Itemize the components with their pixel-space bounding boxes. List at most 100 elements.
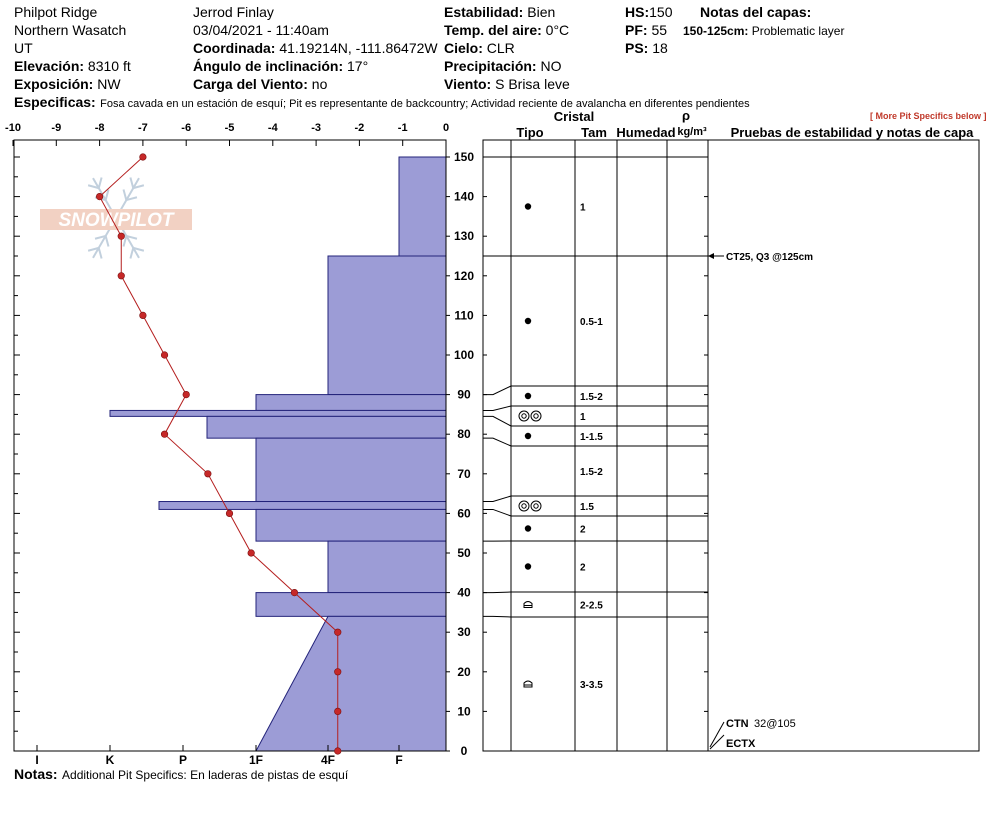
cristal-header: Cristal <box>554 109 594 124</box>
tam-header: Tam <box>581 125 607 140</box>
hardness-tick-label: P <box>179 753 187 767</box>
snowflake-branch <box>126 234 138 240</box>
coordinates: Coordinada: 41.19214N, -111.86472W <box>193 40 438 56</box>
layer-connector <box>483 437 512 447</box>
exposure-label: Exposición: <box>14 76 94 92</box>
height-tick-label: 140 <box>454 190 474 204</box>
temperature-tick-label: -6 <box>181 122 191 134</box>
coord-value: 41.19214N, -111.86472W <box>279 40 438 56</box>
temperature-tick-label: -2 <box>355 122 365 134</box>
layer-connector <box>483 385 512 396</box>
hardness-bar <box>255 437 447 503</box>
more-specifics-link[interactable]: [ More Pit Specifics below ] <box>870 111 987 121</box>
temperature-point <box>182 391 190 399</box>
exposure-value: NW <box>97 76 121 92</box>
wind-loading: Carga del Viento: no <box>193 76 327 92</box>
temperature-point <box>247 549 255 557</box>
air-temperature: Temp. del aire: 0°C <box>444 22 569 38</box>
elevation: Elevación: 8310 ft <box>14 58 131 74</box>
stability-value: Bien <box>527 4 556 20</box>
hardness-tick-label: F <box>395 753 402 767</box>
precip-value: NO <box>540 58 562 74</box>
snowflake-branch <box>132 246 145 252</box>
layer-connector <box>483 495 512 503</box>
coord-label: Coordinada: <box>193 40 276 56</box>
height-tick-label: 40 <box>457 586 471 600</box>
grain-size-label: 1-1.5 <box>580 432 603 443</box>
ps-label: PS: <box>625 40 649 56</box>
hardness-bar <box>109 409 447 417</box>
notes: Notas: Additional Pit Specifics: En lade… <box>14 766 348 784</box>
temperature-point <box>139 153 147 161</box>
air-temp-label: Temp. del aire: <box>444 22 542 38</box>
layer-connector <box>483 405 512 411</box>
wind-label: Viento: <box>444 76 492 92</box>
snowflake-branch <box>122 235 128 247</box>
hardness-bar <box>255 394 447 411</box>
grain-melt-inner <box>521 503 527 509</box>
hardness-bar <box>255 615 447 752</box>
elevation-value: 8310 ft <box>87 58 131 74</box>
precipitation: Precipitación: NO <box>444 58 561 74</box>
precip-label: Precipitación: <box>444 58 537 74</box>
temperature-point <box>334 628 342 636</box>
snowflake-branch <box>94 234 106 240</box>
pf-value: 55 <box>651 22 668 38</box>
logo-text: SNOWPILOT <box>58 210 174 231</box>
ski-penetration: PS: 18 <box>625 40 668 56</box>
grain-rounded-icon <box>524 563 532 570</box>
snowpilot-logo: SNOWPILOT <box>40 177 192 259</box>
temperature-point <box>334 747 342 755</box>
grain-size-label: 1 <box>580 412 586 423</box>
height-tick-label: 30 <box>457 625 471 639</box>
notes-text: Additional Pit Specifics: En laderas de … <box>62 768 349 782</box>
height-tick-label: 110 <box>454 308 474 322</box>
stability-label: Estabilidad: <box>444 4 524 20</box>
test-arrow-line <box>709 734 725 750</box>
grain-size-label: 2 <box>580 563 586 574</box>
hardness-temperature-panel: -10 -9 -8 -7 -6 -5 -4 -3 -2 -1 0I K P 1F 4F F0102030405… <box>5 122 474 767</box>
snowflake-branch <box>104 189 110 201</box>
grain-size-label: 0.5-1 <box>580 317 603 328</box>
snowflake-branch <box>129 177 135 189</box>
temperature-point <box>139 311 147 320</box>
hardness-bar <box>158 501 447 510</box>
observation-datetime: 03/04/2021 - 11:40am <box>193 22 329 38</box>
specifics-label: Especificas: <box>14 94 96 110</box>
height-tick-label: 0 <box>461 744 468 758</box>
temperature-tick-label: -10 <box>5 122 21 134</box>
sky-label: Cielo: <box>444 40 483 56</box>
layer-notes-title: Notas del capas: <box>700 4 812 20</box>
foot-penetration: PF: 55 <box>625 22 667 38</box>
temperature-point <box>334 668 342 676</box>
test-arrow-line <box>709 721 725 748</box>
grain-rounded-icon <box>524 525 532 532</box>
temperature-tick-label: -5 <box>225 122 235 134</box>
grain-facet-icon <box>523 601 533 608</box>
tipo-header: Tipo <box>516 125 543 140</box>
wind-load-value: no <box>311 76 328 92</box>
grain-rounded-icon <box>524 432 532 440</box>
temperature-tick-label: 0 <box>443 122 449 134</box>
hardness-bar <box>206 415 447 439</box>
air-temp-value: 0°C <box>545 22 570 38</box>
hardness-bar <box>327 540 447 594</box>
height-tick-label: 100 <box>454 348 474 362</box>
grain-size-label: 1 <box>580 203 586 214</box>
location-name: Philpot Ridge <box>14 4 98 20</box>
hardness-bar <box>327 255 447 396</box>
stability: Estabilidad: Bien <box>444 4 555 20</box>
temperature-tick-label: -4 <box>268 122 279 134</box>
stability-test-text: 32@105 <box>754 718 796 730</box>
specifics: Especificas: Fosa cavada en un estación … <box>14 94 750 112</box>
sky-value: CLR <box>486 40 515 56</box>
state-name: UT <box>14 40 33 56</box>
layer-connector <box>483 591 512 594</box>
slope-angle: Ángulo de inclinación: 17° <box>193 58 368 74</box>
grain-melt-icon <box>530 410 542 422</box>
slope-value: 17° <box>347 58 369 74</box>
temperature-point <box>204 470 212 478</box>
temperature-point <box>225 509 234 518</box>
grain-size-label: 2 <box>580 525 586 536</box>
